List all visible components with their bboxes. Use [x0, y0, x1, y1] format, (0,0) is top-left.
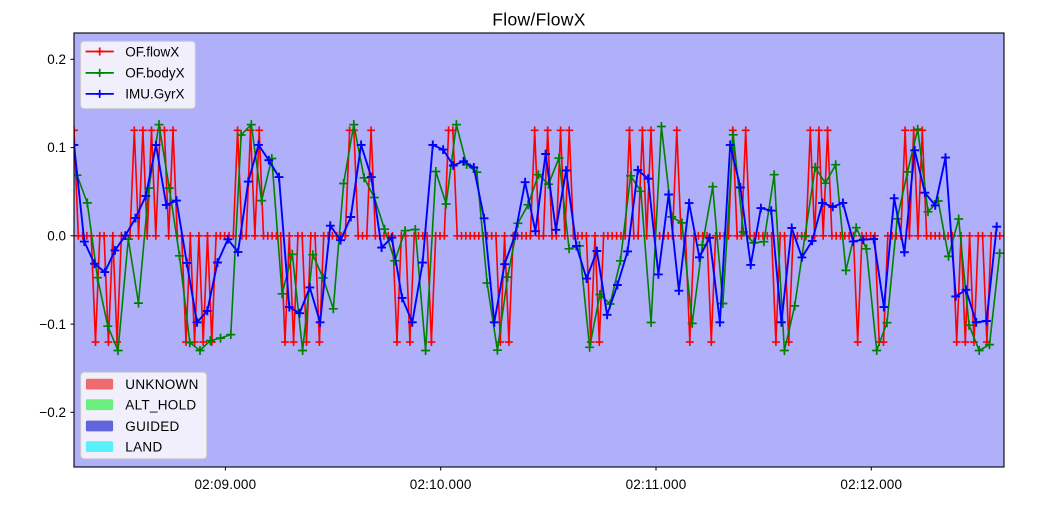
- svg-text:OF.bodyX: OF.bodyX: [125, 66, 184, 81]
- svg-text:−0.2: −0.2: [39, 405, 66, 420]
- svg-text:GUIDED: GUIDED: [125, 419, 179, 434]
- svg-text:UNKNOWN: UNKNOWN: [125, 377, 198, 392]
- svg-text:02:10.000: 02:10.000: [410, 477, 472, 492]
- svg-text:LAND: LAND: [125, 439, 162, 454]
- svg-text:ALT_HOLD: ALT_HOLD: [125, 398, 196, 413]
- svg-text:02:11.000: 02:11.000: [626, 477, 687, 492]
- svg-text:OF.flowX: OF.flowX: [125, 44, 179, 59]
- svg-text:02:09.000: 02:09.000: [194, 477, 256, 492]
- svg-text:0.1: 0.1: [47, 140, 66, 155]
- svg-text:0.0: 0.0: [47, 229, 66, 244]
- svg-text:02:12.000: 02:12.000: [840, 477, 902, 492]
- svg-text:IMU.GyrX: IMU.GyrX: [125, 87, 184, 102]
- svg-text:Flow/FlowX: Flow/FlowX: [492, 10, 585, 30]
- svg-text:−0.1: −0.1: [39, 317, 66, 332]
- svg-text:0.2: 0.2: [47, 52, 66, 67]
